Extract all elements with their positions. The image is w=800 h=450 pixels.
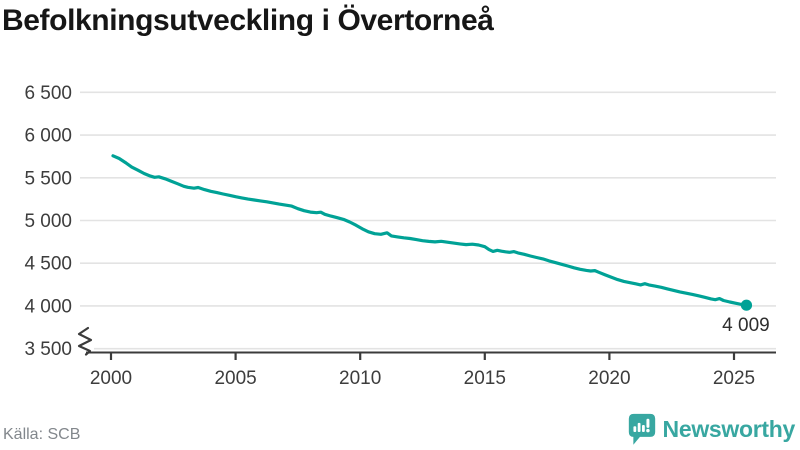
y-tick-label: 6 500: [24, 83, 72, 104]
population-line: [111, 154, 749, 307]
y-tick-label: 5 500: [24, 168, 72, 189]
axis-break-icon: [77, 326, 93, 356]
x-tick-label: 2000: [90, 368, 132, 389]
x-tick-label: 2010: [339, 368, 381, 389]
y-tick-label: 3 500: [24, 339, 72, 360]
x-tick-label: 2020: [588, 368, 630, 389]
x-tick-label: 2015: [464, 368, 506, 389]
y-tick-label: 4 500: [24, 254, 72, 275]
x-tick-label: 2005: [214, 368, 256, 389]
y-tick-label: 5 000: [24, 211, 72, 232]
newsworthy-logo: Newsworthy: [628, 413, 795, 446]
latest-point-marker: [740, 299, 753, 311]
newsworthy-wordmark: Newsworthy: [662, 416, 796, 442]
latest-value-label: 4 009: [722, 315, 770, 336]
x-tick-label: 2025: [713, 368, 755, 389]
source-caption: Källa: SCB: [3, 426, 81, 443]
y-tick-label: 6 000: [24, 126, 72, 147]
y-tick-label: 4 000: [24, 296, 72, 317]
chart-title: Befolkningsutveckling i Övertorneå: [2, 4, 494, 37]
newsworthy-logo-icon: [628, 413, 655, 445]
bar-chart-glyph: [632, 418, 650, 433]
